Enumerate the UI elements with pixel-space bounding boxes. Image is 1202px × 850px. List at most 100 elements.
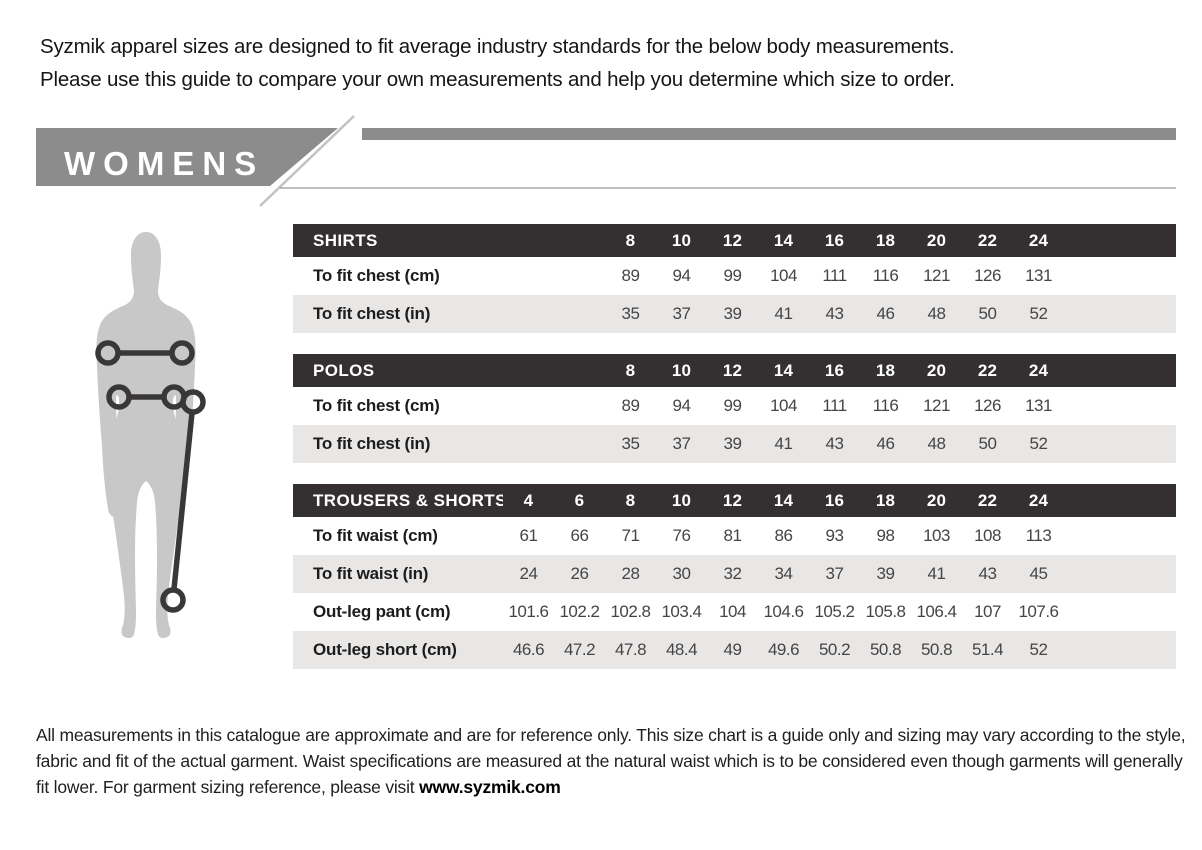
table-row: To fit chest (in) 35 37 39 41 43 46 48 50 52	[293, 425, 1176, 463]
table-header-row: TROUSERS & SHORTS 4 6 8 10 12 14 16 18 20 22 24	[293, 484, 1176, 517]
table-header-row: POLOS 8 10 12 14 16 18 20 22 24	[293, 354, 1176, 387]
measurement-value: 131	[1025, 396, 1052, 415]
size-column-header: 18	[860, 224, 911, 257]
footer-disclaimer: All measurements in this catalogue are a…	[36, 722, 1188, 800]
row-label: To fit waist (cm)	[313, 526, 438, 545]
measurement-value: 41	[774, 434, 793, 453]
measurement-value: 101.6	[508, 602, 549, 621]
measurement-value: 50	[978, 304, 997, 323]
measurement-value: 107	[974, 602, 1001, 621]
outleg-measure-point-top	[180, 389, 206, 415]
size-table-trousers-shorts: TROUSERS & SHORTS 4 6 8 10 12 14 16 18 20 22 24 To f…	[293, 484, 1176, 669]
measurement-value: 113	[1025, 526, 1052, 545]
measurement-value: 45	[1029, 564, 1048, 583]
measurement-value: 39	[876, 564, 895, 583]
size-column-header: 22	[962, 224, 1013, 257]
size-column-header: 22	[962, 484, 1013, 517]
measurement-value: 30	[672, 564, 691, 583]
row-label: To fit chest (in)	[313, 434, 431, 453]
filler-cell	[1064, 257, 1176, 295]
banner-title: WOMENS	[64, 145, 265, 182]
row-label: Out-leg short (cm)	[313, 640, 457, 659]
intro-line-1: Syzmik apparel sizes are designed to fit…	[40, 35, 955, 58]
measurement-value: 104	[719, 602, 746, 621]
measurement-value: 111	[822, 266, 847, 285]
table-row: To fit chest (cm) 89 94 99 104 111 116 121 126 13…	[293, 257, 1176, 295]
measurement-value: 104	[770, 396, 797, 415]
size-column-header: 18	[860, 484, 911, 517]
size-column-header: 8	[605, 484, 656, 517]
female-silhouette	[96, 232, 196, 639]
row-label: To fit chest (in)	[313, 304, 431, 323]
size-column-header: 20	[911, 354, 962, 387]
measurement-value: 104	[770, 266, 797, 285]
measurement-value: 116	[872, 266, 899, 285]
measurement-value: 107.6	[1018, 602, 1059, 621]
size-column-header: 4	[503, 484, 554, 517]
outleg-measure-line	[171, 412, 195, 590]
measurement-value: 26	[570, 564, 589, 583]
filler-cell	[1064, 425, 1176, 463]
filler-cell	[1064, 387, 1176, 425]
measurement-value: 37	[825, 564, 844, 583]
size-column-header: 16	[809, 224, 860, 257]
intro-line-2: Please use this guide to compare your ow…	[40, 68, 955, 91]
size-column-header: 24	[1013, 484, 1064, 517]
size-column-header: 18	[860, 354, 911, 387]
measurement-value: 89	[621, 396, 640, 415]
filler-cell	[1064, 295, 1176, 333]
body-measurement-figure	[95, 232, 206, 639]
measurement-value: 89	[621, 266, 640, 285]
measurement-value: 52	[1029, 434, 1048, 453]
measurement-value: 43	[978, 564, 997, 583]
size-column-header: 10	[656, 484, 707, 517]
filler-cell	[1064, 484, 1176, 517]
measurement-value: 111	[822, 396, 847, 415]
measurement-value: 50.8	[869, 640, 902, 659]
table-header-row: SHIRTS 8 10 12 14 16 18 20 22 24	[293, 224, 1176, 257]
chest-measure-point-left	[95, 340, 121, 366]
footer-text: All measurements in this catalogue are a…	[36, 724, 1186, 797]
row-label: To fit chest (cm)	[313, 396, 440, 415]
filler-cell	[1064, 631, 1176, 669]
filler-cell	[1064, 354, 1176, 387]
measurement-value: 46.6	[512, 640, 545, 659]
row-label: To fit chest (cm)	[313, 266, 440, 285]
measurement-value: 51.4	[971, 640, 1004, 659]
diagonal-slash	[259, 115, 355, 207]
size-column-header: 16	[809, 484, 860, 517]
size-column-header: 14	[758, 224, 809, 257]
table-row: Out-leg pant (cm) 101.6 102.2 102.8 103.4 104…	[293, 593, 1176, 631]
measurement-value: 108	[974, 526, 1001, 545]
measurement-value: 99	[723, 266, 742, 285]
outleg-measure-point-bottom	[160, 587, 186, 613]
table-title: TROUSERS & SHORTS	[293, 484, 503, 517]
footer-website-link[interactable]: www.syzmik.com	[419, 776, 561, 797]
measurement-value: 121	[923, 396, 950, 415]
size-column-header: 22	[962, 354, 1013, 387]
measurement-value: 103	[923, 526, 950, 545]
measurement-value: 103.4	[661, 602, 702, 621]
row-label: Out-leg pant (cm)	[313, 602, 451, 621]
size-column-header: 24	[1013, 224, 1064, 257]
measurement-value: 39	[723, 434, 742, 453]
measurement-value: 43	[825, 304, 844, 323]
measurement-value: 47.2	[563, 640, 596, 659]
measurement-value: 105.8	[865, 602, 906, 621]
row-label: To fit waist (in)	[313, 564, 429, 583]
measurement-value: 37	[672, 304, 691, 323]
chest-measure-point-right	[169, 340, 195, 366]
table-row: To fit waist (cm) 61 66 71 76 81 86 93 98 103 108 1…	[293, 517, 1176, 555]
measurement-value: 106.4	[916, 602, 957, 621]
measurement-value: 94	[672, 266, 691, 285]
size-column-header: 20	[911, 484, 962, 517]
measurement-value: 48.4	[665, 640, 698, 659]
size-column-header: 10	[656, 354, 707, 387]
measurement-value: 102.8	[610, 602, 651, 621]
table-row: To fit chest (in) 35 37 39 41 43 46 48 50 52	[293, 295, 1176, 333]
measurement-value: 81	[723, 526, 742, 545]
size-column-header: 12	[707, 224, 758, 257]
measurement-value: 104.6	[763, 602, 804, 621]
measurement-value: 94	[672, 396, 691, 415]
size-column-header: 6	[554, 484, 605, 517]
